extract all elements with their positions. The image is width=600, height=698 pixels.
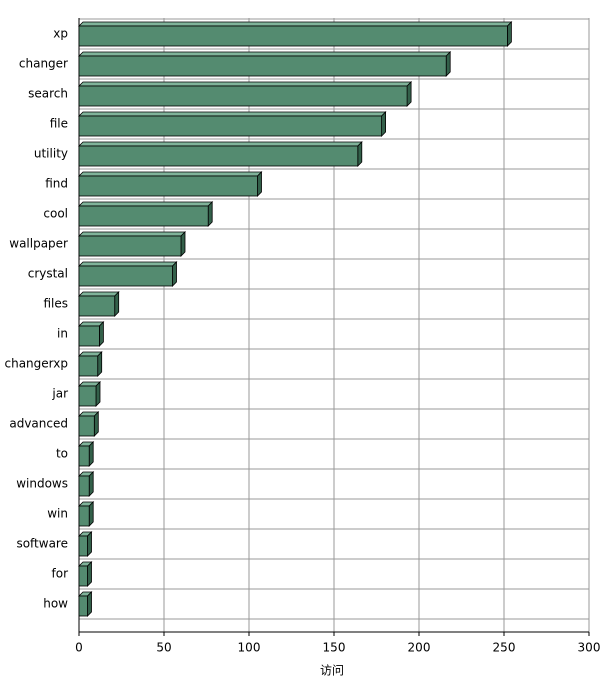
- x-tick-label: 150: [323, 641, 346, 655]
- bar-side: [114, 291, 120, 317]
- y-tick-label: wallpaper: [9, 237, 68, 251]
- y-tick-label: for: [52, 567, 69, 581]
- bar-top: [78, 111, 387, 117]
- y-tick-label: find: [45, 177, 68, 191]
- bar: [78, 111, 387, 137]
- y-tick-label: search: [28, 87, 68, 101]
- bar-front: [78, 175, 258, 197]
- y-tick-label: file: [50, 117, 68, 131]
- bar: [78, 81, 413, 107]
- bar: [78, 501, 95, 527]
- y-tick-label: advanced: [9, 417, 68, 431]
- bar-front: [78, 535, 88, 557]
- x-tick-label: 100: [238, 641, 261, 655]
- bar-front: [78, 385, 97, 407]
- bar: [78, 171, 263, 197]
- bar-side: [95, 381, 101, 407]
- bar-front: [78, 295, 116, 317]
- bar-top: [78, 261, 178, 267]
- bar: [78, 231, 186, 257]
- bar-top: [78, 51, 452, 57]
- bar-front: [78, 145, 359, 167]
- y-tick-label: software: [16, 537, 68, 551]
- bar: [78, 321, 105, 347]
- bar-front: [78, 235, 182, 257]
- y-tick-label: jar: [51, 387, 68, 401]
- y-tick-label: in: [57, 327, 68, 341]
- bar-side: [99, 321, 104, 347]
- x-tick-label: 0: [75, 641, 83, 655]
- bar-front: [78, 325, 100, 347]
- bar-front: [78, 565, 88, 587]
- bar-side: [257, 171, 262, 197]
- x-tick-label: 300: [578, 641, 600, 655]
- bar-side: [506, 21, 512, 47]
- bar-top: [78, 81, 413, 87]
- bar: [78, 471, 95, 497]
- bar: [78, 261, 178, 287]
- bar-front: [78, 415, 95, 437]
- y-tick-label: files: [43, 297, 68, 311]
- bar-side: [93, 411, 99, 437]
- bar-side: [87, 561, 92, 587]
- bar-side: [97, 351, 103, 377]
- x-axis-title: 访问: [320, 664, 344, 678]
- bar-front: [78, 445, 90, 467]
- bar-front: [78, 205, 209, 227]
- bar-side: [172, 261, 177, 287]
- bar-front: [78, 265, 173, 287]
- x-tick-label: 200: [408, 641, 431, 655]
- y-tick-label: cool: [43, 207, 68, 221]
- bar-front: [78, 505, 90, 527]
- bar-front: [78, 25, 508, 47]
- bar-side: [180, 231, 186, 257]
- bar: [78, 561, 93, 587]
- bar-side: [88, 501, 94, 527]
- x-tick-label: 50: [156, 641, 171, 655]
- bar: [78, 381, 101, 407]
- y-tick-label: changerxp: [5, 357, 69, 371]
- bar: [78, 591, 93, 617]
- bar-side: [87, 531, 92, 557]
- bar-top: [78, 231, 186, 237]
- bar: [78, 411, 100, 437]
- y-tick-label: changer: [19, 57, 68, 71]
- bar-top: [78, 141, 363, 147]
- bar-side: [406, 81, 412, 107]
- bar-top: [78, 291, 120, 297]
- y-tick-label: win: [47, 507, 68, 521]
- bar: [78, 141, 363, 167]
- y-tick-label: how: [43, 597, 68, 611]
- bar-front: [78, 595, 88, 617]
- bar-front: [78, 85, 408, 107]
- bar-front: [78, 475, 90, 497]
- bar: [78, 351, 103, 377]
- bar: [78, 291, 120, 317]
- bar-side: [445, 51, 451, 77]
- bar: [78, 21, 513, 47]
- bar-front: [78, 55, 447, 77]
- bar-top: [78, 201, 214, 207]
- bar-side: [88, 471, 94, 497]
- bar: [78, 531, 93, 557]
- bar-side: [381, 111, 387, 137]
- bar-top: [78, 171, 263, 177]
- bar-side: [88, 441, 94, 467]
- y-tick-label: utility: [34, 147, 68, 161]
- y-tick-label: crystal: [28, 267, 68, 281]
- bar-side: [357, 141, 363, 167]
- x-tick-label: 250: [493, 641, 516, 655]
- y-tick-label: windows: [16, 477, 68, 491]
- bar: [78, 441, 95, 467]
- bar-side: [207, 201, 213, 227]
- y-tick-label: to: [56, 447, 68, 461]
- bar: [78, 201, 214, 227]
- bar-front: [78, 115, 383, 137]
- y-tick-label: xp: [53, 27, 68, 41]
- bar: [78, 51, 452, 77]
- bar-top: [78, 21, 513, 27]
- bar-side: [87, 591, 92, 617]
- bar-front: [78, 355, 99, 377]
